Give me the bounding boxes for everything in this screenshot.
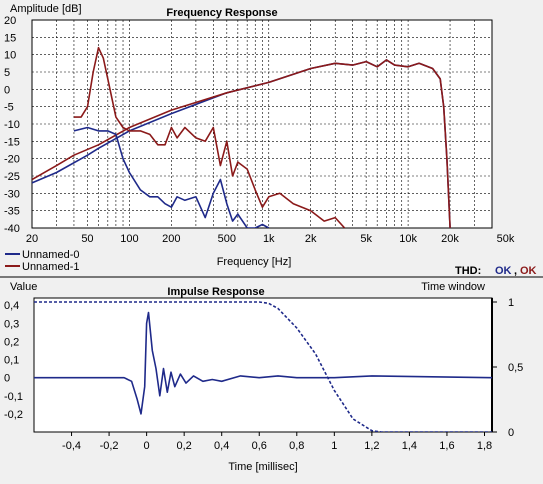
impulse-series-line-0[interactable] (34, 311, 492, 415)
thd-separator: , (514, 265, 517, 277)
frequency-y-tick-label: -40 (4, 223, 20, 235)
legend-entry-0[interactable]: Unnamed-0 (22, 249, 79, 261)
frequency-chart-title: Frequency Response (166, 7, 277, 19)
frequency-y-tick-label: -15 (4, 136, 20, 148)
frequency-x-tick-label: 50 (81, 233, 93, 245)
frequency-series-line-1[interactable] (32, 59, 451, 228)
impulse-x-tick-label: 0,6 (252, 440, 267, 452)
impulse-series-line-1[interactable] (34, 301, 492, 432)
impulse-y-tick-label: 0,3 (4, 318, 19, 330)
impulse-x-axis-label: Time [millisec] (228, 461, 297, 473)
frequency-x-tick-label: 1k (263, 233, 275, 245)
impulse-x-tick-label: -0,4 (62, 440, 81, 452)
impulse-x-tick-label: 1,4 (402, 440, 417, 452)
frequency-x-tick-label: 100 (120, 233, 138, 245)
impulse-x-tick-label: 0,2 (177, 440, 192, 452)
impulse-x-tick-label: 0,4 (214, 440, 229, 452)
frequency-x-tick-label: 10k (399, 233, 417, 245)
thd-status-1: OK (520, 265, 537, 277)
frequency-x-axis-label: Frequency [Hz] (217, 256, 292, 268)
impulse-y-tick-label: 0,2 (4, 336, 19, 348)
frequency-y-axis-label: Amplitude [dB] (10, 3, 82, 15)
frequency-y-tick-label: 0 (4, 84, 10, 96)
frequency-grid (32, 20, 492, 228)
impulse-x-tick-label: 1 (331, 440, 337, 452)
frequency-series-line-2[interactable] (73, 126, 270, 229)
frequency-y-tick-label: -30 (4, 188, 20, 200)
frequency-x-tick-label: 20 (26, 233, 38, 245)
impulse-y-tick-label: 0,1 (4, 355, 19, 367)
frequency-y-tick-label: -5 (4, 102, 14, 114)
frequency-series-group (32, 46, 451, 229)
impulse-y-tick-label: 0,4 (4, 300, 19, 312)
impulse-y-tick-label: 0 (4, 373, 10, 385)
frequency-x-tick-label: 20k (441, 233, 459, 245)
frequency-y-tick-label: -10 (4, 119, 20, 131)
frequency-x-tick-label: 200 (162, 233, 180, 245)
frequency-x-tick-label: 2k (305, 233, 317, 245)
impulse-y-tick-label: -0,1 (4, 391, 23, 403)
impulse-y2-tick-label: 1 (508, 297, 514, 309)
frequency-y-tick-label: -20 (4, 154, 20, 166)
impulse-response-chart[interactable]: -0,4 -0,2 0 0,2 0,4 0,6 0,8 1 1,2 1,4 1,6 1,8 0,4 0,3… (0, 278, 543, 484)
frequency-series-line-3[interactable] (73, 46, 346, 228)
impulse-series-group (34, 301, 492, 432)
legend-entry-1[interactable]: Unnamed-1 (22, 261, 79, 273)
impulse-x-tick-label: -0,2 (100, 440, 119, 452)
frequency-x-tick-label: 50k (497, 233, 515, 245)
thd-label: THD: (455, 265, 481, 277)
impulse-chart-title: Impulse Response (167, 286, 264, 298)
frequency-y-tick-label: 20 (4, 15, 16, 27)
impulse-x-tick-label: 0,8 (289, 440, 304, 452)
impulse-y-tick-label: -0,2 (4, 409, 23, 421)
impulse-plot-area (33, 297, 493, 433)
frequency-x-tick-label: 5k (360, 233, 372, 245)
impulse-x-tick-label: 1,8 (477, 440, 492, 452)
impulse-x-tick-label: 0 (144, 440, 150, 452)
thd-status-0: OK (495, 265, 512, 277)
frequency-y-tick-label: 15 (4, 32, 16, 44)
impulse-x-tick-label: 1,6 (439, 440, 454, 452)
impulse-x-tick-label: 1,2 (364, 440, 379, 452)
frequency-x-tick-label: 500 (218, 233, 236, 245)
frequency-y-tick-label: 5 (4, 67, 10, 79)
impulse-y2-tick-label: 0,5 (508, 362, 523, 374)
impulse-y2-tick-label: 0 (508, 427, 514, 439)
frequency-y-tick-label: -25 (4, 171, 20, 183)
impulse-y-axis-label: Value (10, 281, 37, 293)
frequency-y-tick-label: 10 (4, 50, 16, 62)
impulse-y2-axis-label: Time window (421, 281, 485, 293)
frequency-y-tick-label: -35 (4, 206, 20, 218)
